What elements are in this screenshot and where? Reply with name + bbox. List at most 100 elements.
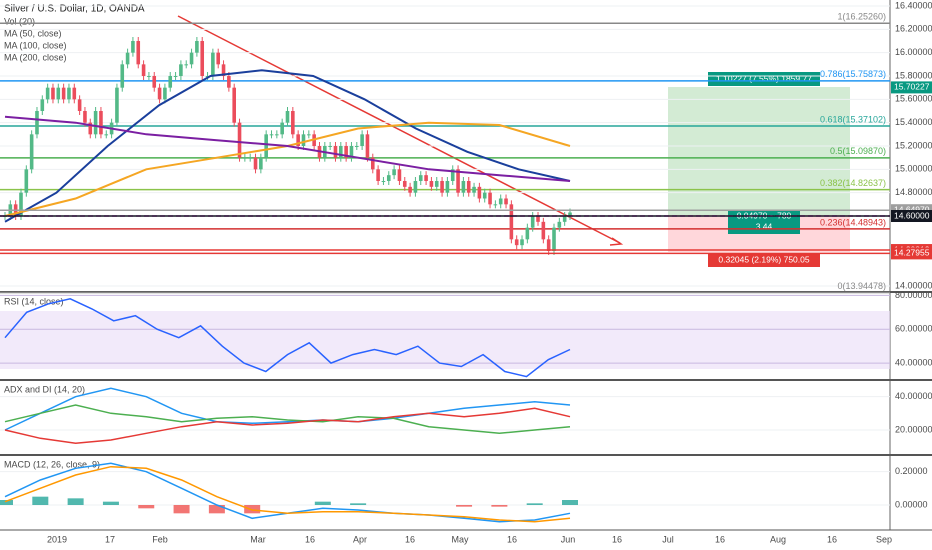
candle [211,52,215,76]
x-tick-label: 16 [715,534,725,544]
profit-zone [668,87,850,215]
candle [509,204,514,240]
fib-label: 0.786(15.75873) [820,69,886,79]
y-tick-label: 80.00000 [895,290,932,300]
x-tick-label: Sep [876,534,892,544]
macd-histogram [244,505,261,514]
macd-histogram [314,501,331,505]
candle [424,175,428,181]
candle [216,52,221,65]
candle [397,169,402,181]
panel-title: RSI (14, close) [4,296,64,306]
candle [147,76,151,77]
candle [498,198,503,205]
candle [536,216,540,222]
price-tag [891,247,932,260]
stop-label: 0.32045 (2.19%) 750.05 [718,254,809,264]
stop-box [708,253,820,267]
adx-line [4,404,571,435]
candle [568,212,572,216]
candle [333,146,338,158]
candle [93,111,98,135]
fib-label: 1(16.25260) [837,12,886,22]
candle [179,64,183,76]
candle [445,181,450,193]
candle [51,87,55,100]
y-tick-label: 14.80000 [895,187,932,197]
y-tick-label: 20.00000 [895,424,932,434]
candle [163,87,167,100]
candle [488,192,492,205]
moving-average [4,115,571,182]
x-tick-label: 16 [827,534,837,544]
candle [514,239,519,246]
x-tick-label: 16 [305,534,315,544]
macd-histogram [67,498,84,505]
candle [493,204,498,206]
candle [386,175,391,181]
candle [408,186,412,193]
candle [77,99,82,111]
candle [67,87,71,100]
candle [136,41,141,65]
candle [301,134,306,146]
y-tick-label: 16.00000 [895,47,932,57]
candle [269,134,274,136]
candle [232,87,236,123]
y-tick-label: 15.00000 [895,164,932,174]
candle [285,111,290,123]
candle [152,76,157,88]
candle [344,146,348,158]
macd-histogram [138,505,155,509]
fib-label: 0.5(15.09870) [830,146,886,156]
candle [354,146,359,147]
adx-line [4,387,571,431]
candle [24,169,29,193]
y-tick-label: 0.00000 [895,499,928,509]
candle [450,169,455,181]
candle [429,181,434,187]
candle [291,111,295,135]
indicator-label: MA (200, close) [4,52,67,62]
price-tag-label: 14.27955 [894,248,930,258]
rsi-band [0,311,890,369]
macd-histogram [102,501,119,505]
candle [349,146,354,158]
signal-line [4,465,571,523]
price-tag-label: 14.60000 [894,210,930,220]
y-tick-label: 15.40000 [895,117,932,127]
fib-label: 0.618(15.37102) [820,114,886,124]
macd-histogram [32,496,49,505]
candle [461,181,466,193]
candle [370,157,375,170]
candle [381,181,386,182]
macd-histogram [526,503,543,505]
candle [248,157,252,159]
candle [72,87,77,100]
macd-histogram [562,500,578,505]
candle [221,64,226,76]
candle [243,157,247,159]
y-tick-label: 15.60000 [895,94,932,104]
x-tick-label: Mar [250,534,266,544]
candle [56,87,61,100]
y-tick-label: 14.00000 [895,280,932,290]
y-tick-label: 15.80000 [895,70,932,80]
candle [541,221,546,240]
x-tick-label: Apr [353,534,367,544]
candle [328,146,332,147]
candle [392,169,396,176]
candle [482,192,487,199]
candle [40,99,45,111]
macd-histogram [456,505,473,507]
fib-label: 0.382(14.82637) [820,178,886,188]
y-tick-label: 16.20000 [895,24,932,34]
candle [434,181,439,187]
macd-histogram [350,503,367,505]
candle [275,134,279,136]
y-tick-label: 15.20000 [895,140,932,150]
candle [562,216,567,222]
candle [530,216,535,228]
x-tick-label: 16 [612,534,622,544]
candle [253,157,258,170]
